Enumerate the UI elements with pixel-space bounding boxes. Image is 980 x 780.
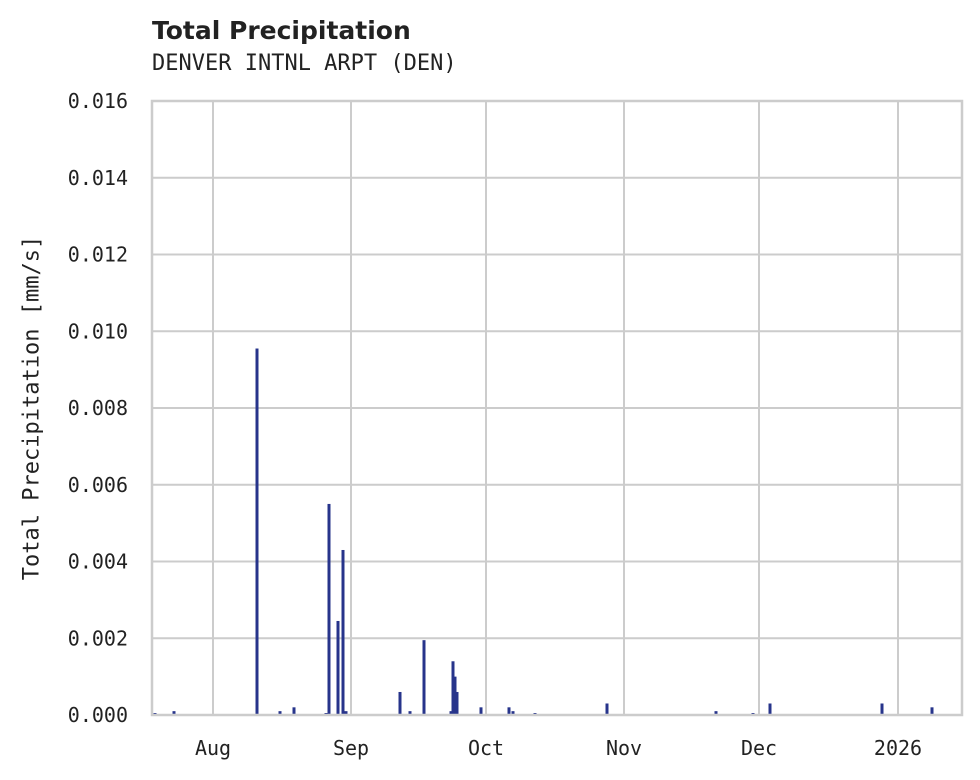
precip-bar — [255, 348, 259, 715]
precip-bar — [449, 711, 453, 715]
grid-lines — [152, 100, 962, 716]
precip-bar — [479, 707, 483, 715]
x-axis-ticks: Aug Sep Oct Nov Dec 2026 — [195, 736, 922, 760]
precip-bar — [714, 711, 718, 715]
precip-bar — [507, 707, 511, 715]
precip-bar — [605, 703, 609, 715]
x-tick-label: 2026 — [874, 736, 922, 760]
precip-bar — [422, 640, 426, 715]
precip-bar — [172, 711, 176, 715]
precip-bar — [880, 703, 884, 715]
y-tick-label: 0.012 — [68, 243, 128, 267]
precip-bar — [398, 691, 402, 715]
y-tick-label: 0.008 — [68, 396, 128, 420]
precip-bar — [344, 711, 348, 715]
plot-frame — [150, 99, 964, 717]
y-tick-label: 0.010 — [68, 319, 128, 343]
y-tick-label: 0.016 — [68, 89, 128, 113]
chart-title: Total Precipitation — [152, 16, 411, 45]
precip-bar — [336, 620, 340, 715]
precip-bar — [930, 707, 934, 715]
x-tick-label: Oct — [468, 736, 504, 760]
chart-subtitle: DENVER INTNL ARPT (DEN) — [152, 51, 457, 76]
precip-bar — [327, 503, 331, 715]
bar-series — [153, 348, 934, 715]
precip-bar — [511, 711, 515, 715]
precip-bar — [455, 691, 459, 715]
precip-bar — [278, 711, 282, 715]
x-tick-label: Nov — [606, 736, 642, 760]
x-tick-label: Sep — [333, 736, 369, 760]
precip-bar — [451, 661, 455, 715]
precip-bar — [768, 703, 772, 715]
y-tick-label: 0.014 — [68, 166, 128, 190]
x-tick-label: Aug — [195, 736, 231, 760]
y-tick-label: 0.006 — [68, 473, 128, 497]
y-tick-label: 0.004 — [68, 550, 128, 574]
y-axis-ticks: 0.000 0.002 0.004 0.006 0.008 0.010 0.012 0.014… — [68, 89, 128, 727]
y-tick-label: 0.002 — [68, 626, 128, 650]
precip-bar — [408, 711, 412, 715]
y-tick-label: 0.000 — [68, 703, 128, 727]
precip-bar — [341, 549, 345, 715]
precip-bar — [292, 707, 296, 715]
precip-bar — [453, 676, 457, 715]
x-tick-label: Dec — [741, 736, 777, 760]
